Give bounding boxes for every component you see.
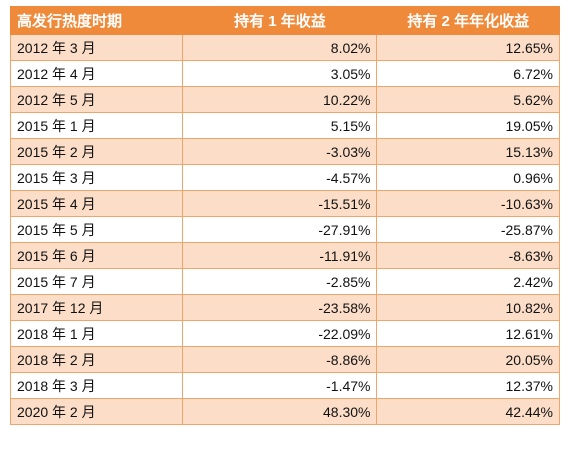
row-period: 2012 年 3 月	[9, 34, 184, 61]
table-row: 2015 年 4 月 -15.51% -10.63%	[9, 190, 560, 217]
row-period: 2015 年 1 月	[9, 112, 184, 139]
row-1y-return: -15.51%	[182, 190, 378, 217]
table-row: 2020 年 2 月 48.30% 42.44%	[9, 398, 560, 425]
row-2y-annualized-return: 12.65%	[376, 34, 560, 61]
row-2y-annualized-return: 15.13%	[376, 138, 560, 165]
row-1y-return: -3.03%	[182, 138, 378, 165]
table-row: 2012 年 3 月 8.02% 12.65%	[9, 34, 560, 61]
row-period: 2015 年 7 月	[9, 268, 184, 295]
row-period: 2015 年 5 月	[9, 216, 184, 243]
table-row: 2018 年 3 月 -1.47% 12.37%	[9, 372, 560, 399]
table-row: 2015 年 3 月 -4.57% 0.96%	[9, 164, 560, 191]
table-row: 2018 年 1 月 -22.09% 12.61%	[9, 320, 560, 347]
table-row: 2017 年 12 月 -23.58% 10.82%	[9, 294, 560, 321]
row-period: 2018 年 1 月	[9, 320, 184, 347]
row-1y-return: -27.91%	[182, 216, 378, 243]
header-2y-annualized-return: 持有 2 年年化收益	[376, 6, 560, 35]
row-period: 2015 年 2 月	[9, 138, 184, 165]
row-period: 2015 年 4 月	[9, 190, 184, 217]
row-period: 2017 年 12 月	[9, 294, 184, 321]
row-1y-return: 3.05%	[182, 60, 378, 87]
row-2y-annualized-return: 2.42%	[376, 268, 560, 295]
row-2y-annualized-return: 10.82%	[376, 294, 560, 321]
returns-table: 高发行热度时期 持有 1 年收益 持有 2 年年化收益 2012 年 3 月 8.…	[9, 6, 560, 425]
table-row: 2015 年 2 月 -3.03% 15.13%	[9, 138, 560, 165]
row-period: 2015 年 6 月	[9, 242, 184, 269]
row-1y-return: 5.15%	[182, 112, 378, 139]
row-2y-annualized-return: 6.72%	[376, 60, 560, 87]
table-body: 2012 年 3 月 8.02% 12.65% 2012 年 4 月 3.05% 6.72…	[9, 34, 560, 425]
row-2y-annualized-return: 42.44%	[376, 398, 560, 425]
header-1y-return: 持有 1 年收益	[182, 6, 378, 35]
row-period: 2020 年 2 月	[9, 398, 184, 425]
row-period: 2018 年 2 月	[9, 346, 184, 373]
row-period: 2018 年 3 月	[9, 372, 184, 399]
row-period: 2012 年 4 月	[9, 60, 184, 87]
table-row: 2015 年 7 月 -2.85% 2.42%	[9, 268, 560, 295]
table-header: 高发行热度时期 持有 1 年收益 持有 2 年年化收益	[9, 6, 560, 35]
row-period: 2012 年 5 月	[9, 86, 184, 113]
row-1y-return: 48.30%	[182, 398, 378, 425]
table-row: 2012 年 4 月 3.05% 6.72%	[9, 60, 560, 87]
table-row: 2015 年 5 月 -27.91% -25.87%	[9, 216, 560, 243]
row-2y-annualized-return: 5.62%	[376, 86, 560, 113]
row-1y-return: -2.85%	[182, 268, 378, 295]
row-2y-annualized-return: 19.05%	[376, 112, 560, 139]
row-2y-annualized-return: -8.63%	[376, 242, 560, 269]
table-row: 2015 年 6 月 -11.91% -8.63%	[9, 242, 560, 269]
row-1y-return: -1.47%	[182, 372, 378, 399]
row-1y-return: -4.57%	[182, 164, 378, 191]
table-row: 2015 年 1 月 5.15% 19.05%	[9, 112, 560, 139]
row-2y-annualized-return: -10.63%	[376, 190, 560, 217]
row-1y-return: 10.22%	[182, 86, 378, 113]
row-2y-annualized-return: -25.87%	[376, 216, 560, 243]
table-row: 2018 年 2 月 -8.86% 20.05%	[9, 346, 560, 373]
row-1y-return: 8.02%	[182, 34, 378, 61]
row-2y-annualized-return: 0.96%	[376, 164, 560, 191]
row-1y-return: -8.86%	[182, 346, 378, 373]
table-row: 2012 年 5 月 10.22% 5.62%	[9, 86, 560, 113]
row-period: 2015 年 3 月	[9, 164, 184, 191]
row-1y-return: -23.58%	[182, 294, 378, 321]
row-1y-return: -11.91%	[182, 242, 378, 269]
row-1y-return: -22.09%	[182, 320, 378, 347]
header-period: 高发行热度时期	[9, 6, 184, 35]
header-row: 高发行热度时期 持有 1 年收益 持有 2 年年化收益	[9, 6, 560, 35]
row-2y-annualized-return: 20.05%	[376, 346, 560, 373]
row-2y-annualized-return: 12.37%	[376, 372, 560, 399]
row-2y-annualized-return: 12.61%	[376, 320, 560, 347]
